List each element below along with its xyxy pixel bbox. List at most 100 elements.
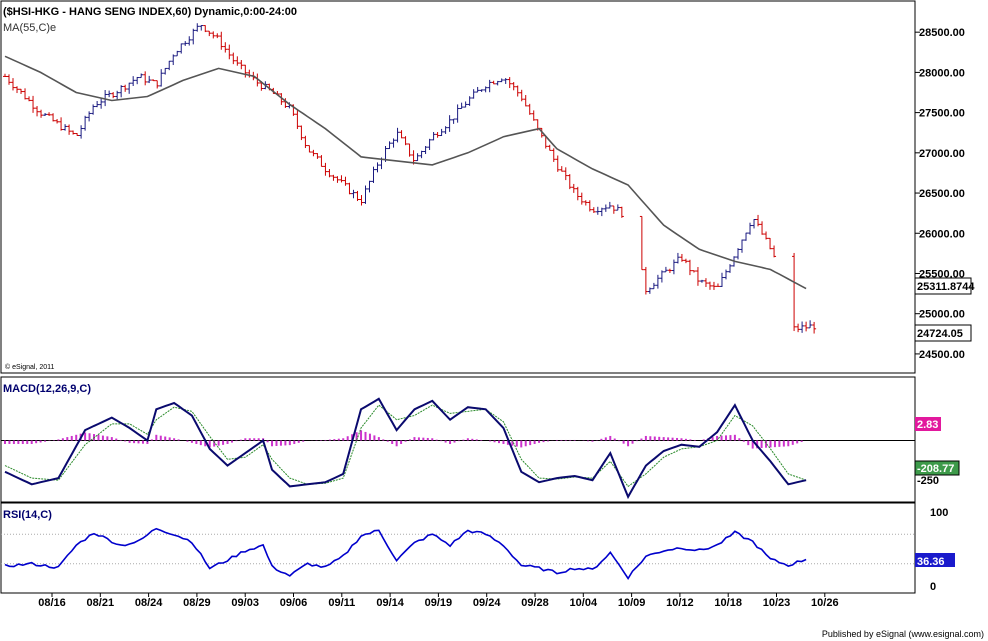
ohlc-bar: [219, 31, 224, 50]
ohlc-bar: [579, 192, 584, 205]
ohlc-bar: [335, 176, 340, 183]
ohlc-bar: [131, 76, 136, 87]
ohlc-bar: [395, 127, 400, 143]
date-tick-label: 09/19: [425, 597, 453, 609]
rsi-tick-label: 0: [930, 581, 936, 593]
rsi-pane: [0, 502, 916, 594]
date-tick-label: 10/18: [714, 597, 742, 609]
ohlc-bar: [595, 206, 600, 215]
ohlc-bar: [143, 71, 148, 86]
ohlc-bar: [519, 89, 524, 102]
ohlc-bar: [79, 125, 84, 139]
date-tick-label: 09/03: [231, 597, 259, 609]
ohlc-bar: [103, 89, 108, 107]
ohlc-bar: [800, 321, 805, 333]
date-tick-label: 10/04: [570, 597, 598, 609]
macd-pane: [0, 376, 916, 503]
ohlc-bar: [235, 56, 240, 66]
ohlc-bar: [311, 149, 316, 157]
ohlc-bar: [415, 153, 420, 162]
ohlc-bar: [371, 166, 376, 183]
ohlc-bar: [719, 272, 724, 287]
ohlc-bar: [295, 109, 300, 130]
ohlc-bar: [639, 215, 644, 271]
macd-value-label: -208.77: [917, 463, 954, 475]
date-tick-label: 10/23: [763, 597, 791, 609]
ohlc-bar: [715, 283, 720, 287]
date-tick-label: 09/06: [280, 597, 308, 609]
date-tick-label: 09/11: [328, 597, 355, 609]
ohlc-bar: [756, 214, 761, 227]
ohlc-bar: [439, 128, 444, 137]
ohlc-bar: [343, 176, 348, 186]
ohlc-bar: [283, 98, 288, 108]
ohlc-bar: [804, 321, 809, 332]
ohlc-bar: [764, 231, 769, 240]
ohlc-bar: [7, 74, 12, 85]
date-tick-label: 08/21: [87, 597, 115, 609]
ohlc-bar: [475, 86, 480, 93]
ohlc-bar: [391, 138, 396, 148]
ohlc-bar: [59, 117, 64, 131]
ohlc-bar: [727, 264, 732, 273]
ohlc-bar: [511, 82, 516, 91]
ohlc-bar: [667, 268, 672, 273]
ohlc-bar: [491, 80, 496, 85]
ohlc-bar: [211, 31, 216, 39]
ohlc-bar: [87, 111, 92, 122]
ohlc-bar: [663, 266, 668, 273]
ohlc-bar: [339, 175, 344, 183]
ohlc-bar: [671, 259, 676, 275]
ohlc-bar: [375, 162, 380, 173]
price-tick-label: 26000.00: [919, 228, 965, 240]
date-tick-label: 10/09: [618, 597, 646, 609]
ohlc-bar: [123, 84, 128, 92]
ohlc-bar: [615, 204, 620, 211]
ohlc-bar: [659, 270, 664, 283]
ohlc-bar: [711, 281, 716, 290]
ohlc-bar: [83, 115, 88, 131]
ohlc-bar: [551, 148, 556, 162]
date-tick-label: 08/29: [183, 597, 211, 609]
ma-line: [4, 55, 807, 290]
rsi-label: RSI(14,C): [3, 509, 52, 521]
ma-label: MA(55,C)e: [3, 22, 56, 34]
price-pane: [0, 0, 916, 374]
ohlc-bar: [159, 69, 164, 87]
ohlc-bar: [523, 95, 528, 107]
ohlc-bar: [403, 136, 408, 146]
ohlc-bar: [127, 82, 132, 94]
ohlc-bar: [175, 50, 180, 57]
ohlc-bar: [163, 67, 168, 75]
ohlc-bar: [279, 93, 284, 105]
ohlc-bar: [503, 78, 508, 84]
ohlc-bar: [487, 79, 492, 93]
ohlc-bar: [419, 150, 424, 159]
ohlc-bar: [207, 30, 212, 37]
macd-signal-line: [4, 404, 807, 488]
date-tick-label: 10/26: [811, 597, 839, 609]
ohlc-bar: [547, 144, 552, 151]
ohlc-bar: [3, 73, 7, 78]
date-tick-label: 08/16: [38, 597, 66, 609]
ohlc-bar: [591, 207, 596, 213]
ohlc-bar: [792, 252, 797, 332]
ohlc-bar: [63, 124, 68, 131]
ohlc-bar: [479, 89, 484, 92]
ohlc-bar: [135, 76, 140, 85]
ohlc-bar: [531, 110, 536, 121]
ohlc-bar: [427, 138, 432, 151]
ohlc-bar: [760, 221, 765, 235]
ohlc-bar: [515, 85, 520, 97]
ohlc-bar: [555, 155, 560, 172]
ohlc-bar: [808, 320, 813, 329]
ohlc-bar: [51, 113, 56, 122]
ohlc-bar: [319, 155, 324, 167]
ohlc-bar: [223, 42, 228, 53]
price-tick-label: 25000.00: [919, 309, 965, 321]
ohlc-bar: [587, 200, 592, 212]
rsi-value-label: 36.36: [917, 556, 945, 568]
ohlc-bar: [71, 130, 76, 135]
ohlc-bar: [736, 248, 741, 260]
